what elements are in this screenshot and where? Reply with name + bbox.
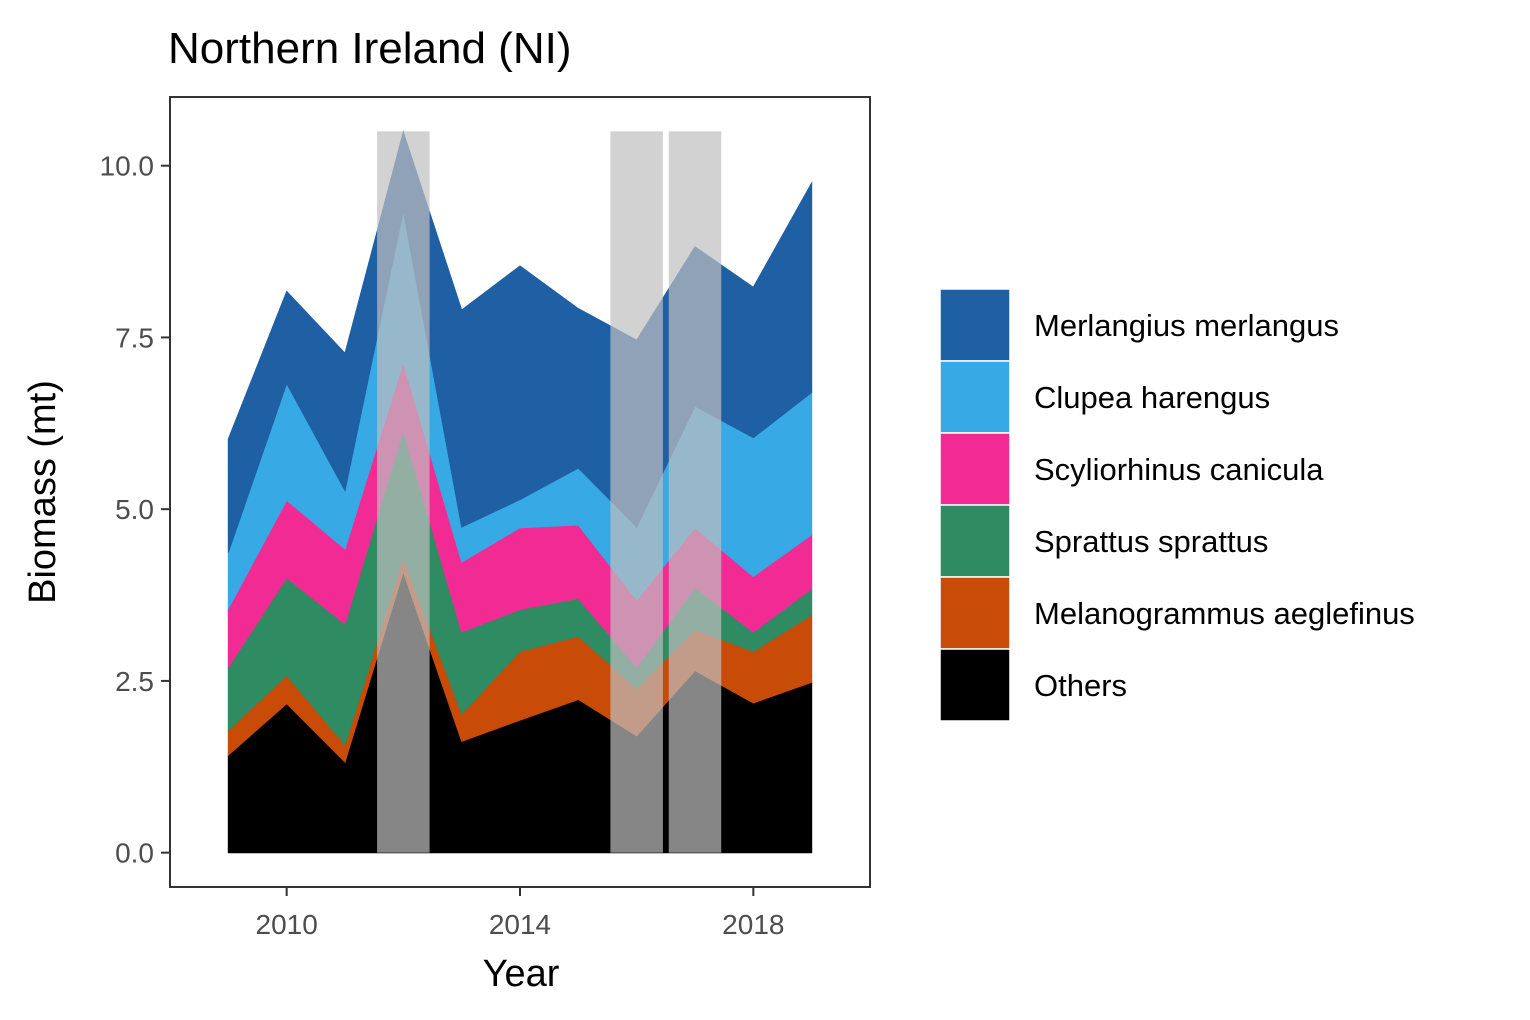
legend: Merlangius merlangus Clupea harengus Scyli… xyxy=(939,288,1415,722)
x-tick-label: 2018 xyxy=(722,909,784,940)
legend-label-2: Sprattus sprattus xyxy=(1034,524,1268,559)
y-tick-label: 10.0 xyxy=(100,151,155,182)
legend-key-2 xyxy=(939,504,1011,578)
y-axis: 0.0 2.5 5.0 7.5 10.0 xyxy=(100,151,170,869)
legend-key-4 xyxy=(939,360,1011,434)
highlight-band-2 xyxy=(668,131,722,853)
x-axis: 2010 2014 2018 xyxy=(256,887,784,940)
y-tick-label: 0.0 xyxy=(115,838,154,869)
legend-key-0 xyxy=(939,648,1011,722)
area-layer xyxy=(227,130,813,854)
highlight-band-layer xyxy=(377,131,722,853)
x-axis-title: Year xyxy=(483,953,560,995)
y-tick-label: 2.5 xyxy=(115,666,154,697)
legend-key-3 xyxy=(939,432,1011,506)
legend-label-5: Merlangius merlangus xyxy=(1034,308,1339,343)
highlight-band-1 xyxy=(610,131,663,853)
highlight-band-0 xyxy=(377,131,430,853)
y-tick-label: 7.5 xyxy=(115,322,154,353)
x-tick-label: 2014 xyxy=(489,909,551,940)
x-tick-label: 2010 xyxy=(256,909,318,940)
y-tick-label: 5.0 xyxy=(115,494,154,525)
legend-label-3: Scyliorhinus canicula xyxy=(1034,452,1324,487)
legend-label-0: Others xyxy=(1034,668,1127,703)
chart-title: Northern Ireland (NI) xyxy=(168,24,571,73)
legend-label-4: Clupea harengus xyxy=(1034,380,1270,415)
legend-key-5 xyxy=(939,288,1011,362)
y-axis-title: Biomass (mt) xyxy=(22,380,64,604)
legend-label-1: Melanogrammus aeglefinus xyxy=(1034,596,1415,631)
legend-key-1 xyxy=(939,576,1011,650)
